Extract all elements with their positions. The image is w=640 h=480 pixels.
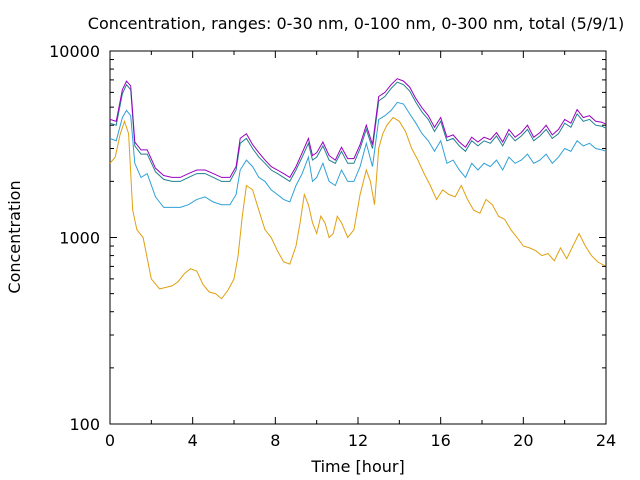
x-tick-label: 16 (430, 431, 450, 450)
series-line-1 (109, 116, 607, 300)
y-tick-label: 1000 (59, 229, 100, 248)
x-tick-label: 8 (270, 431, 280, 450)
x-tick-label: 0 (105, 431, 115, 450)
x-tick-label: 24 (596, 431, 616, 450)
series-line-2 (109, 101, 607, 208)
chart-title: Concentration, ranges: 0-30 nm, 0-100 nm… (88, 14, 624, 33)
y-axis-label: Concentration (5, 180, 24, 293)
y-tick-label: 100 (69, 415, 100, 434)
y-axis: 100 1000 10000 (49, 42, 606, 434)
x-tick-label: 4 (188, 431, 198, 450)
series-layer (109, 78, 607, 300)
x-axis: 0 4 8 12 16 20 24 (105, 51, 616, 450)
series-line-3 (109, 81, 607, 183)
x-tick-label: 12 (348, 431, 368, 450)
plot-frame (109, 50, 607, 425)
y-tick-label: 10000 (49, 42, 100, 61)
x-axis-label: Time [hour] (310, 457, 404, 476)
x-tick-label: 20 (513, 431, 533, 450)
series-line-4 (109, 78, 607, 179)
